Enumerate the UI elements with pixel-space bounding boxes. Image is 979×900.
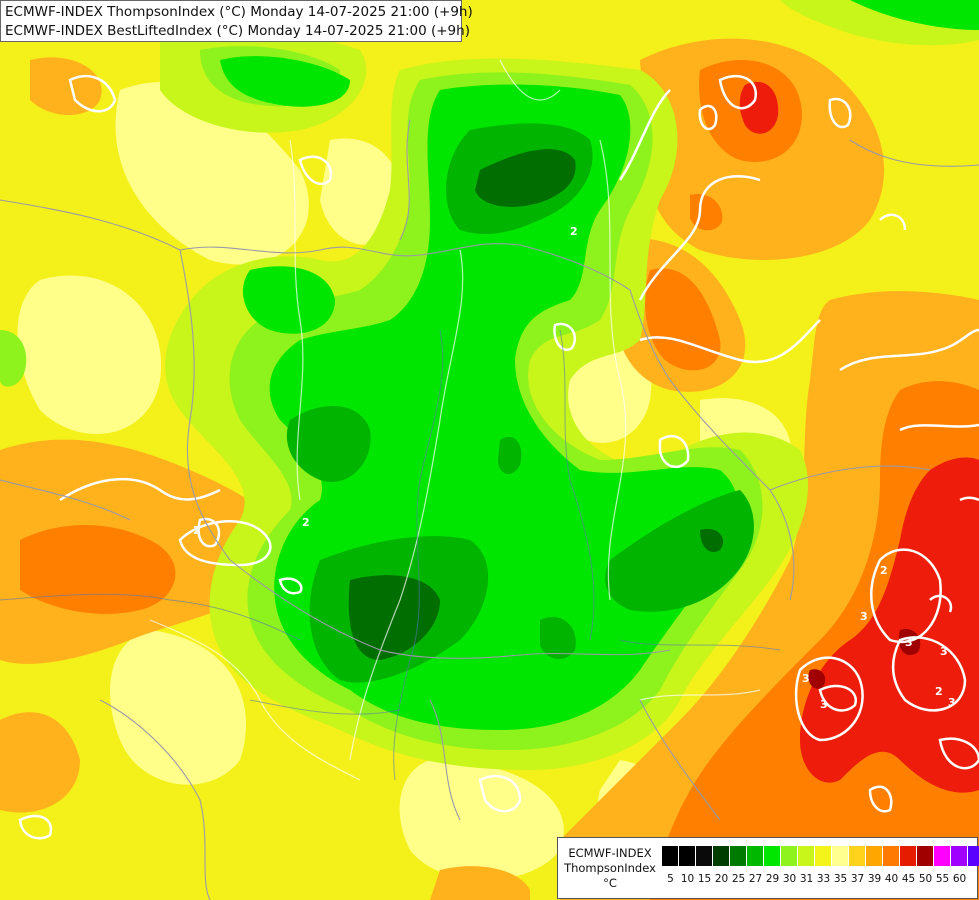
contour-label: 2	[570, 225, 578, 238]
contour-label: 2	[302, 516, 310, 529]
contour-label: 3	[802, 672, 810, 685]
contour-label: 3	[820, 698, 828, 711]
legend-swatch	[798, 846, 815, 866]
dark-green-areas	[348, 149, 724, 660]
legend-swatch	[968, 846, 979, 866]
legend-swatch	[713, 846, 730, 866]
title-best-lifted-index: ECMWF-INDEX BestLiftedIndex (°C) Monday …	[5, 23, 470, 39]
legend-tick-label: 45	[901, 873, 916, 885]
legend-swatch	[747, 846, 764, 866]
legend-tick-label: 33	[816, 873, 831, 885]
legend-swatch	[883, 846, 900, 866]
rivers	[0, 329, 781, 781]
legend-tick-label: 20	[714, 873, 729, 885]
red-areas	[739, 81, 979, 793]
dark-orange-areas	[20, 60, 979, 900]
legend-swatch	[730, 846, 747, 866]
contour-label: 2	[935, 685, 943, 698]
legend-tick-label: 60	[952, 873, 967, 885]
dark-red-spot	[808, 669, 826, 689]
legend-unit-label: °C	[603, 876, 617, 890]
legend-swatch	[815, 846, 832, 866]
legend-swatch	[934, 846, 951, 866]
legend-tick-label: 31	[799, 873, 814, 885]
thin-contours	[149, 59, 761, 781]
title-thompson-index: ECMWF-INDEX ThompsonIndex (°C) Monday 14…	[5, 4, 473, 20]
legend-model-label: ECMWF-INDEX	[568, 846, 652, 860]
contour-label: 2	[193, 524, 201, 537]
legend-tick-label: 50	[918, 873, 933, 885]
legend-tick-label: 55	[935, 873, 950, 885]
map-title-box: ECMWF-INDEX ThompsonIndex (°C) Monday 14…	[0, 0, 473, 42]
legend-swatch	[696, 846, 713, 866]
legend-ticks: 5 10 15 20 25 27 29 30 31 33 35 37 39 40 45 50 55 60	[662, 873, 968, 885]
legend-tick-label: 29	[765, 873, 780, 885]
legend-swatch	[900, 846, 917, 866]
contour-label: 2	[880, 564, 888, 577]
legend-tick-label: 39	[867, 873, 882, 885]
lifted-index-contours	[18, 74, 979, 840]
legend-parameter-label: ThompsonIndex	[564, 861, 656, 875]
contour-label: 3	[940, 645, 948, 658]
country-borders	[0, 119, 979, 900]
contour-label: 3	[860, 610, 868, 623]
legend-swatch	[849, 846, 866, 866]
legend-tick-label: 30	[782, 873, 797, 885]
legend-tick-label: 27	[748, 873, 763, 885]
legend-swatch	[866, 846, 883, 866]
legend-tick-label: 35	[833, 873, 848, 885]
legend-swatches	[662, 846, 979, 866]
legend-swatch	[832, 846, 849, 866]
contour-label-group: 2 2 2 3 3 2 3 3 3 2 3	[193, 225, 956, 711]
legend-tick-label: 37	[850, 873, 865, 885]
legend-tick-label: 15	[697, 873, 712, 885]
legend-tick-label: 40	[884, 873, 899, 885]
contour-label: 3	[905, 636, 913, 649]
legend-tick-label: 25	[731, 873, 746, 885]
legend-swatch	[781, 846, 798, 866]
legend-swatch	[764, 846, 781, 866]
legend-swatch	[951, 846, 968, 866]
legend-swatch	[662, 846, 679, 866]
legend-swatch	[679, 846, 696, 866]
legend-swatch	[917, 846, 934, 866]
legend-tick-label: 5	[667, 873, 674, 885]
legend-title: ECMWF-INDEX ThompsonIndex °C	[562, 846, 658, 891]
legend-tick-label: 10	[680, 873, 695, 885]
contour-label: 3	[948, 696, 956, 709]
color-legend: ECMWF-INDEX ThompsonIndex °C 5 10 15 20 25 27…	[557, 837, 979, 899]
